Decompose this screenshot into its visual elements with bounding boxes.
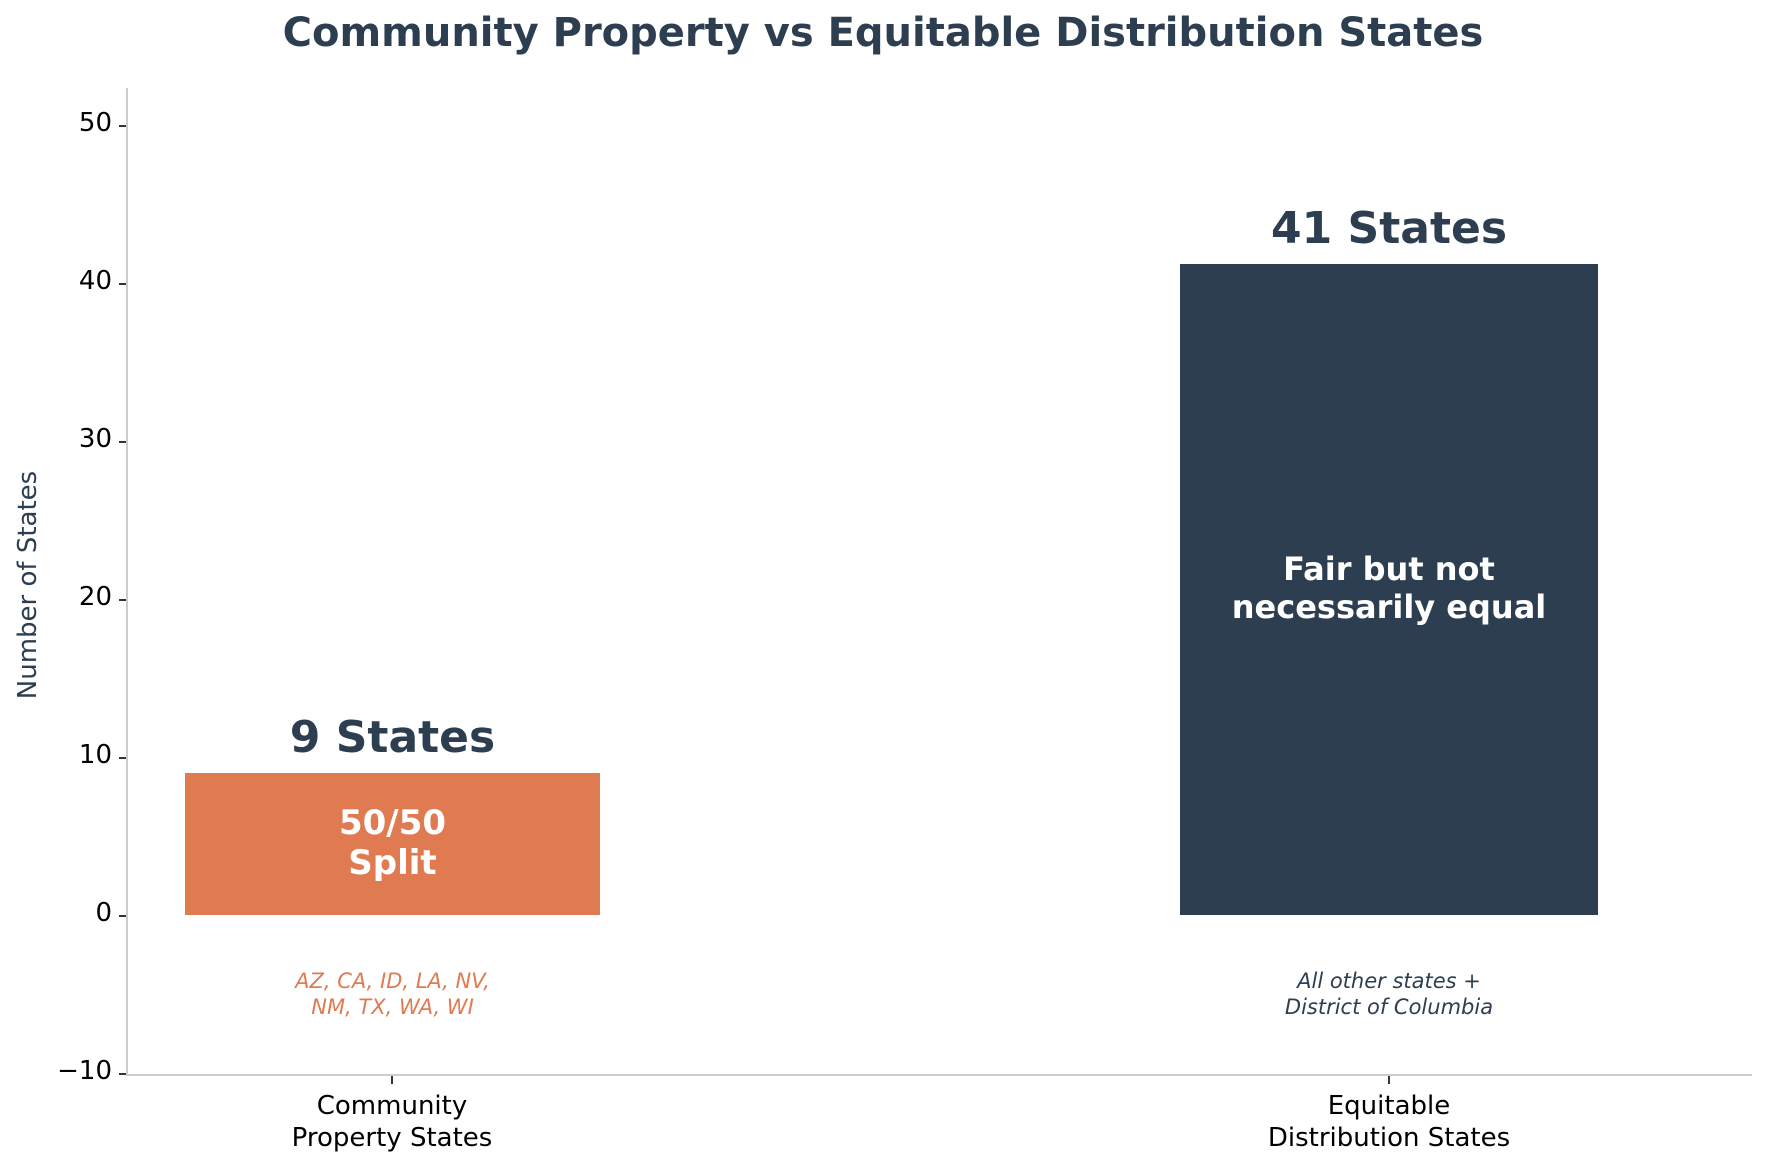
y-tick-0 (119, 915, 126, 917)
bar-note-equitable: All other states + District of Columbia (1180, 968, 1598, 1020)
bar-inner-label-equitable: Fair but not necessarily equal (1180, 550, 1598, 626)
y-tick-50 (119, 125, 126, 127)
y-tick-10 (119, 757, 126, 759)
y-tick-label-20: 20 (78, 582, 112, 612)
y-tick-20 (119, 599, 126, 601)
inner-label-line-2: necessarily equal (1231, 588, 1547, 626)
y-tick-label-30: 30 (78, 424, 112, 454)
note-line-1: AZ, CA, ID, LA, NV, (295, 969, 490, 993)
x-tick-community (391, 1076, 393, 1084)
y-tick-minus10 (119, 1073, 126, 1075)
y-tick-label-0: 0 (95, 898, 112, 928)
y-axis-line (126, 88, 128, 1076)
bar-inner-label-community: 50/50 Split (185, 803, 600, 883)
inner-label-line-2: Split (348, 843, 437, 883)
y-tick-label-minus10: −10 (57, 1056, 112, 1086)
y-tick-label-40: 40 (78, 266, 112, 296)
bar-equitable-distribution[interactable] (1180, 264, 1598, 915)
bar-note-community: AZ, CA, ID, LA, NV, NM, TX, WA, WI (185, 968, 600, 1020)
y-tick-40 (119, 283, 126, 285)
y-tick-30 (119, 441, 126, 443)
x-axis-line (126, 1074, 1752, 1076)
x-label-line-1: Equitable (1327, 1091, 1451, 1121)
chart-title: Community Property vs Equitable Distribu… (282, 10, 1484, 56)
x-label-line-2: Distribution States (1267, 1123, 1511, 1153)
x-label-line-2: Property States (291, 1123, 493, 1153)
note-line-2: District of Columbia (1284, 995, 1494, 1019)
note-line-2: NM, TX, WA, WI (311, 995, 474, 1019)
bar-community-property[interactable] (185, 773, 600, 915)
x-tick-label-equitable: Equitable Distribution States (1189, 1090, 1589, 1154)
y-tick-label-50: 50 (78, 108, 112, 138)
bar-value-label-equitable: 41 States (1270, 203, 1508, 254)
x-tick-equitable (1388, 1076, 1390, 1084)
bar-value-label-community: 9 States (289, 712, 496, 763)
inner-label-line-1: 50/50 (338, 803, 447, 843)
y-tick-label-10: 10 (78, 740, 112, 770)
note-line-1: All other states + (1297, 969, 1481, 993)
x-label-line-1: Community (316, 1091, 468, 1121)
x-tick-label-community: Community Property States (192, 1090, 592, 1154)
inner-label-line-1: Fair but not (1283, 550, 1495, 588)
